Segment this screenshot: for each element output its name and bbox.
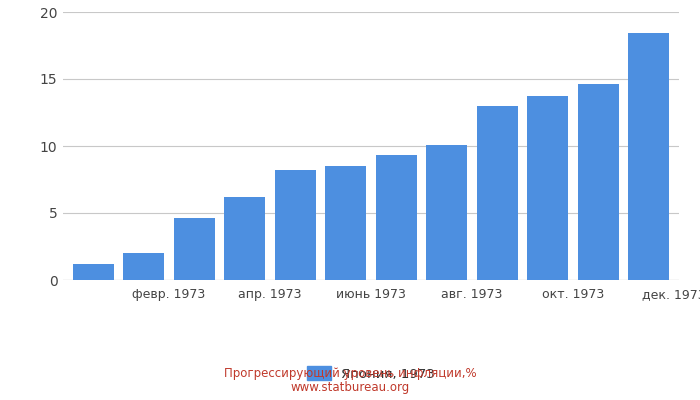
Bar bbox=[527, 96, 568, 280]
Bar bbox=[477, 106, 518, 280]
Bar bbox=[578, 84, 619, 280]
Bar bbox=[73, 264, 114, 280]
Bar bbox=[628, 34, 669, 280]
Legend: Япония, 1973: Япония, 1973 bbox=[302, 361, 440, 386]
Text: www.statbureau.org: www.statbureau.org bbox=[290, 382, 410, 394]
Bar bbox=[224, 197, 265, 280]
Bar bbox=[325, 166, 367, 280]
Bar bbox=[123, 253, 164, 280]
Bar bbox=[174, 218, 215, 280]
Bar bbox=[426, 145, 468, 280]
Bar bbox=[375, 155, 417, 280]
Bar bbox=[274, 170, 316, 280]
Text: Прогрессирующий уровень инфляции,%: Прогрессирующий уровень инфляции,% bbox=[224, 368, 476, 380]
